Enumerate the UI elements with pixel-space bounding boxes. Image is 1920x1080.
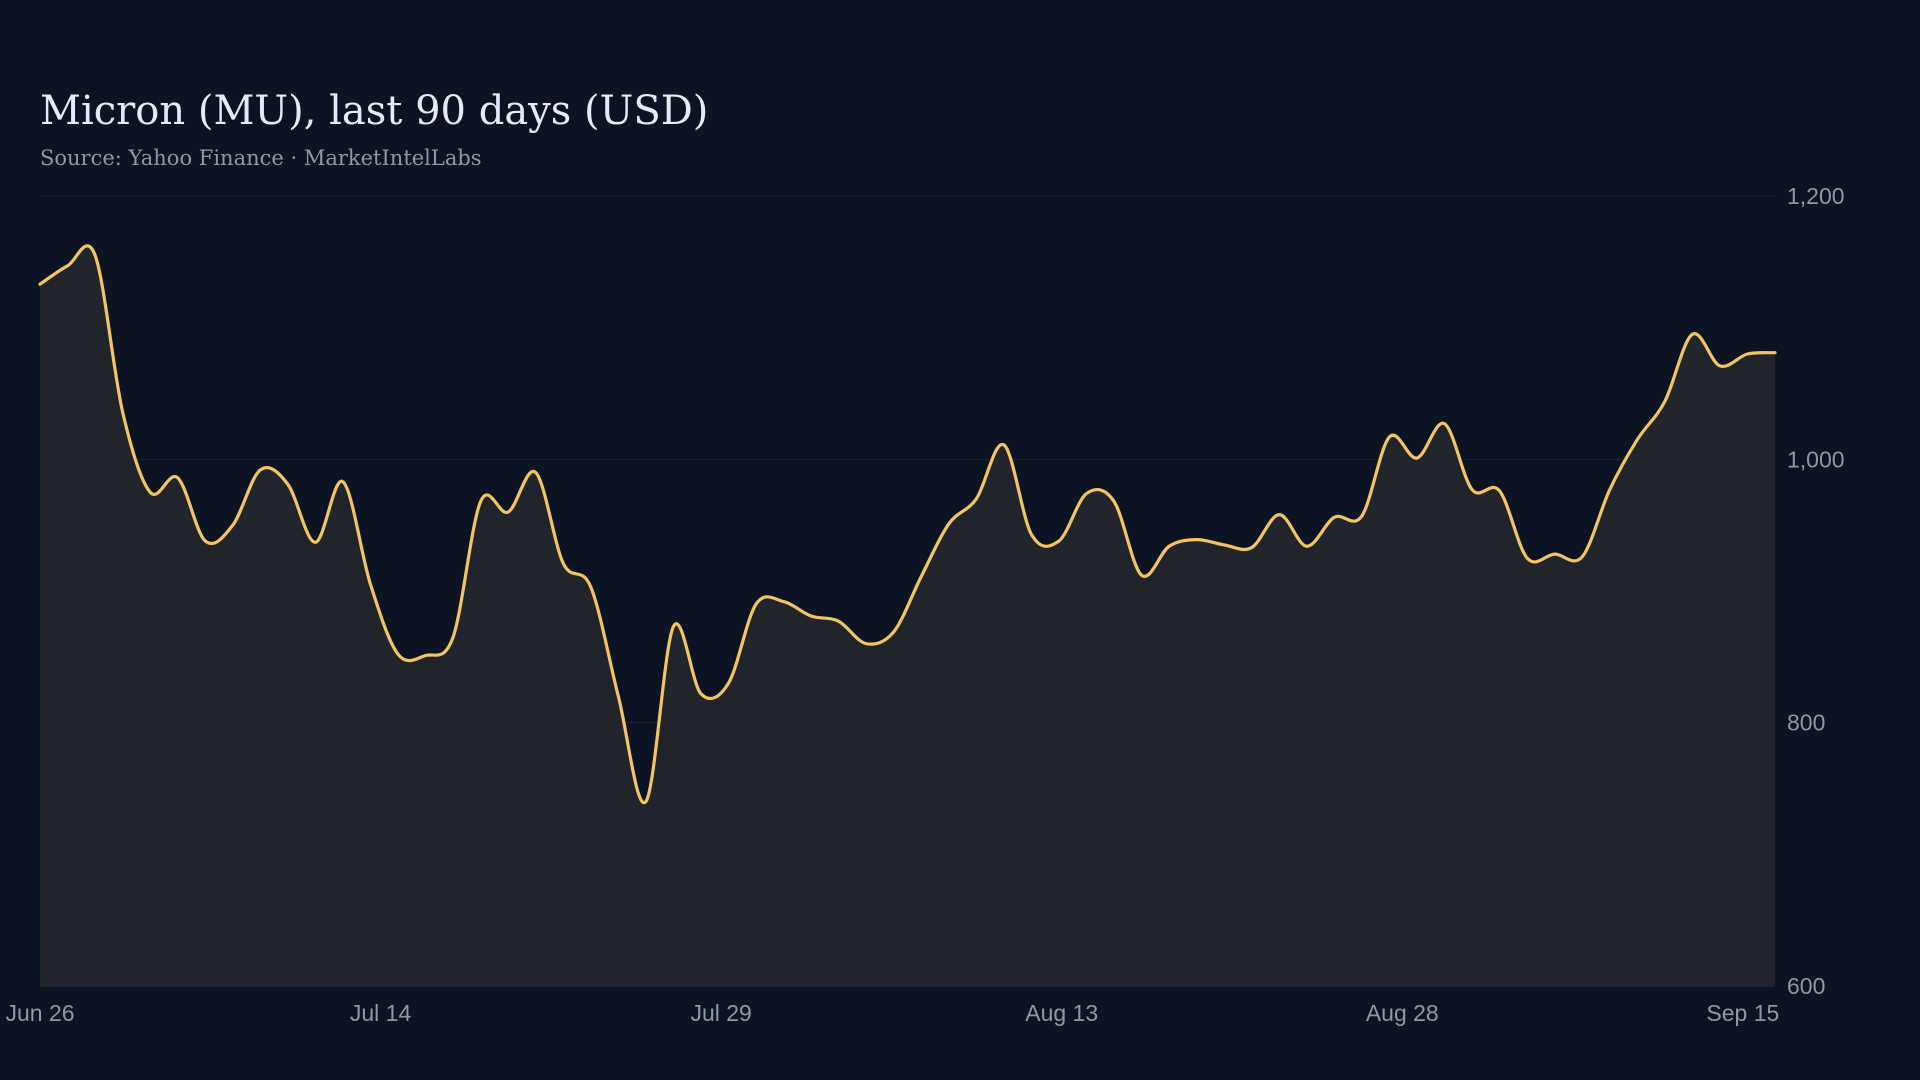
chart-title: Micron (MU), last 90 days (USD) bbox=[40, 88, 709, 134]
x-tick-label: Jun 26 bbox=[5, 1000, 74, 1026]
y-tick-label: 1,200 bbox=[1787, 183, 1845, 209]
x-tick-label: Sep 15 bbox=[1706, 1000, 1779, 1026]
chart-subtitle: Source: Yahoo Finance · MarketIntelLabs bbox=[40, 146, 482, 170]
y-tick-label: 800 bbox=[1787, 710, 1825, 736]
area-fill bbox=[40, 245, 1775, 986]
price-line bbox=[38, 244, 1777, 805]
x-tick-label: Jul 29 bbox=[690, 1000, 751, 1026]
x-tick-label: Jul 14 bbox=[350, 1000, 412, 1026]
y-tick-label: 600 bbox=[1787, 973, 1825, 999]
x-tick-label: Aug 13 bbox=[1025, 1000, 1098, 1026]
y-tick-label: 1,000 bbox=[1787, 446, 1845, 472]
x-tick-label: Aug 28 bbox=[1366, 1000, 1439, 1026]
